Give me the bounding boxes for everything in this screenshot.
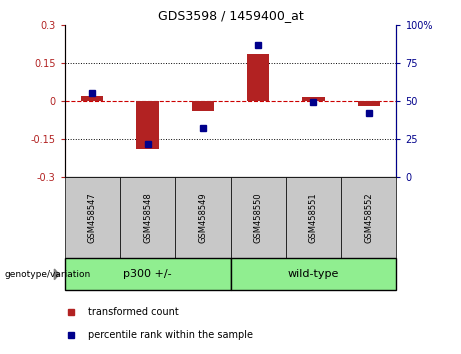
Bar [175,177,230,258]
Bar [286,177,341,258]
Bar [247,54,269,101]
Bar [81,96,103,101]
Bar [120,177,175,258]
Text: GSM458547: GSM458547 [88,192,97,243]
Text: wild-type: wild-type [288,269,339,279]
Text: transformed count: transformed count [88,307,178,317]
Text: genotype/variation: genotype/variation [5,270,91,279]
Bar [65,177,120,258]
Bar [302,97,325,101]
Text: GSM458552: GSM458552 [364,192,373,243]
Bar [136,101,159,149]
Text: GSM458548: GSM458548 [143,192,152,243]
Text: p300 +/-: p300 +/- [123,269,172,279]
Bar [341,177,396,258]
Bar [192,101,214,111]
Bar [65,258,230,290]
Title: GDS3598 / 1459400_at: GDS3598 / 1459400_at [158,9,303,22]
Text: GSM458549: GSM458549 [198,192,207,243]
Text: GSM458551: GSM458551 [309,192,318,243]
Text: percentile rank within the sample: percentile rank within the sample [88,330,253,339]
Polygon shape [54,269,59,280]
Bar [230,258,396,290]
Text: GSM458550: GSM458550 [254,192,263,243]
Bar [230,177,286,258]
Bar [358,101,380,106]
